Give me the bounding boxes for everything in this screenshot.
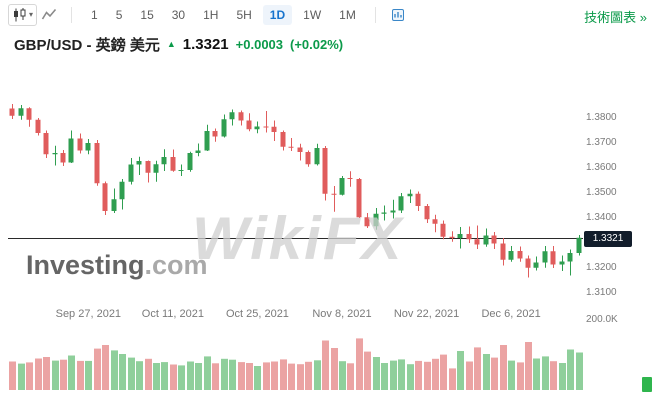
- date-axis-label: Oct 11, 2021: [141, 308, 204, 320]
- date-axis-label: Oct 25, 2021: [225, 308, 289, 320]
- current-price-badge: 1.3321: [584, 230, 632, 247]
- price-axis-label: 1.3800: [586, 112, 617, 123]
- candlestick-icon: [14, 8, 26, 22]
- indicators-icon: [391, 9, 404, 21]
- toolbar-divider: [71, 7, 73, 23]
- up-arrow-icon: ▲: [166, 38, 176, 49]
- price-axis-label: 1.3200: [586, 262, 617, 273]
- toolbar-divider: [374, 7, 376, 23]
- timeframe-5h-button[interactable]: 5H: [229, 5, 258, 25]
- chart-type-line-button[interactable]: [37, 4, 62, 26]
- timeframe-1w-button[interactable]: 1W: [296, 5, 328, 25]
- price-axis-label: 1.3100: [586, 287, 617, 298]
- technical-chart-link[interactable]: 技術圖表 »: [584, 10, 647, 25]
- timeframe-1h-button[interactable]: 1H: [196, 5, 225, 25]
- date-axis-label: Sep 27, 2021: [55, 308, 122, 320]
- pair-title: GBP/USD - 英鎊 美元: [14, 36, 160, 54]
- chevron-down-icon: ▾: [29, 10, 34, 19]
- chart-area: 1.3800 1.3700 1.3600 1.3500 1.3400 1.3200 1.31…: [0, 58, 657, 404]
- price-change-percent: (+0.02%): [290, 36, 344, 52]
- toolbar: ▾ 1 5 15 30 1H 5H 1D 1W 1M 技術圖表 »: [0, 0, 657, 30]
- timeframe-30-button[interactable]: 30: [165, 5, 192, 25]
- volume-axis-label: 200.0K: [586, 314, 618, 325]
- date-axis-label: Nov 22, 2021: [393, 308, 460, 320]
- price-change: +0.0003: [235, 36, 284, 52]
- timeframe-5-button[interactable]: 5: [109, 5, 130, 25]
- corner-badge: [642, 377, 652, 392]
- date-axis-label: Nov 8, 2021: [312, 308, 372, 320]
- instrument-header: GBP/USD - 英鎊 美元 ▲ 1.3321 +0.0003 (+0.02%…: [0, 30, 657, 58]
- chart-type-candlestick-button[interactable]: ▾: [8, 4, 38, 26]
- indicators-button[interactable]: [385, 4, 410, 26]
- timeframe-15-button[interactable]: 15: [133, 5, 160, 25]
- price-axis-label: 1.3500: [586, 187, 617, 198]
- candlestick-chart[interactable]: [0, 58, 657, 404]
- timeframe-1m-button[interactable]: 1M: [332, 5, 363, 25]
- line-chart-icon: [41, 8, 57, 20]
- timeframe-1d-button[interactable]: 1D: [262, 5, 293, 25]
- price-axis-label: 1.3400: [586, 212, 617, 223]
- price-axis-label: 1.3700: [586, 137, 617, 148]
- timeframe-1-button[interactable]: 1: [84, 5, 105, 25]
- last-price: 1.3321: [182, 35, 229, 53]
- date-axis-label: Dec 6, 2021: [481, 308, 541, 320]
- price-axis-label: 1.3600: [586, 162, 617, 173]
